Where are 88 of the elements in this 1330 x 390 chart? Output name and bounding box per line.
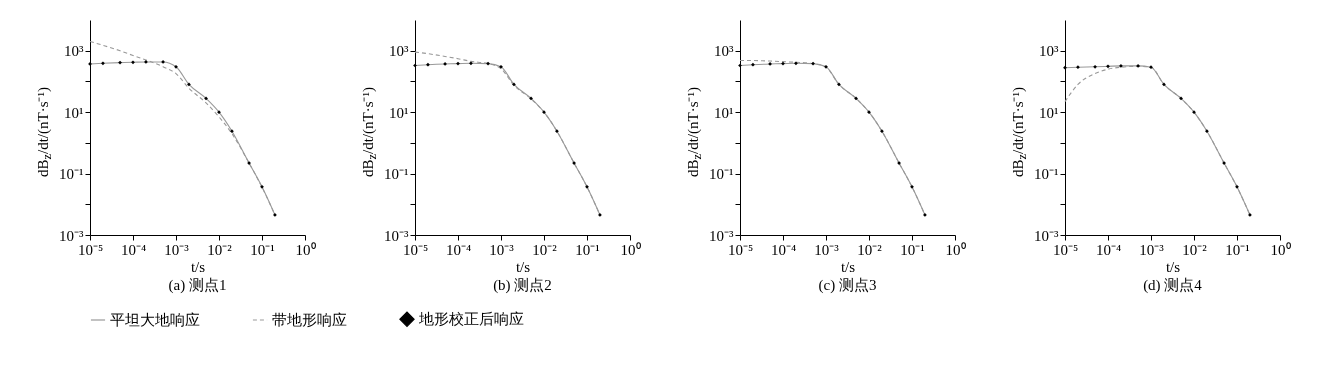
- point: [738, 63, 742, 68]
- x-tick-label: 10⁻²: [857, 241, 883, 258]
- y-tick-label: 10¹: [714, 104, 734, 121]
- point: [854, 96, 858, 101]
- legend-label: 平坦大地响应: [110, 312, 200, 328]
- x-tick-label: 10⁻²: [1182, 241, 1208, 258]
- x-tick-label: 10⁻¹: [250, 241, 275, 258]
- legend-label: 地形校正后响应: [418, 311, 524, 328]
- x-tick-label: 10⁻⁴: [120, 241, 147, 258]
- y-tick-label: 10³: [1039, 43, 1059, 60]
- point: [794, 61, 798, 66]
- x-tick-label: 10⁻⁴: [770, 241, 797, 258]
- y-tick-label: 10⁻¹: [384, 166, 409, 183]
- point: [101, 61, 105, 66]
- point: [824, 64, 828, 69]
- point: [867, 110, 871, 115]
- x-tick-label: 10⁻²: [207, 241, 233, 258]
- point: [426, 62, 430, 67]
- point: [1076, 65, 1080, 70]
- point: [529, 96, 533, 101]
- y-tick-label: 10⁻³: [1034, 227, 1059, 244]
- x-tick-label: 10⁰: [945, 241, 966, 258]
- x-tick-label: 10⁻⁴: [445, 241, 472, 258]
- point: [1093, 64, 1097, 69]
- point: [1179, 96, 1183, 101]
- y-tick-label: 10⁻¹: [59, 166, 84, 183]
- point: [1192, 110, 1196, 115]
- x-tick-label: 10⁻⁵: [402, 241, 429, 258]
- point: [1235, 184, 1239, 189]
- text: (b) 测点2: [493, 277, 552, 294]
- y-tick-label: 10³: [64, 43, 84, 60]
- x-tick-label: 10⁻³: [489, 241, 515, 258]
- x-tick-label: 10⁻⁵: [727, 241, 754, 258]
- point: [486, 61, 490, 66]
- y-tick-label: 10¹: [389, 104, 409, 121]
- y-tick-label: 10³: [714, 43, 734, 60]
- point: [204, 96, 208, 101]
- x-tick-label: 10⁻¹: [900, 241, 925, 258]
- x-tick-label: 10⁻³: [814, 241, 840, 258]
- y-tick-label: 10¹: [64, 104, 84, 121]
- text: (d) 测点4: [1143, 277, 1203, 294]
- x-tick-label: 10⁻³: [1139, 241, 1165, 258]
- point: [512, 82, 516, 87]
- x-tick-label: 10⁻⁵: [77, 241, 104, 258]
- point: [1162, 82, 1166, 87]
- y-tick-label: 10⁻¹: [709, 166, 734, 183]
- x-tick-label: 10⁻⁵: [1052, 241, 1079, 258]
- point: [1149, 65, 1153, 70]
- point: [811, 61, 815, 66]
- point: [413, 63, 417, 68]
- point: [174, 64, 178, 69]
- x-tick-label: 10⁰: [295, 241, 316, 258]
- point: [217, 110, 221, 115]
- x-axis-title: t/s: [840, 258, 856, 275]
- point: [260, 184, 264, 189]
- x-axis-title: t/s: [190, 258, 206, 275]
- y-tick-label: 10⁻³: [384, 227, 409, 244]
- point: [585, 184, 589, 189]
- legend-label: 带地形响应: [272, 312, 347, 328]
- x-tick-label: 10⁰: [1270, 241, 1291, 258]
- y-tick-label: 10³: [389, 43, 409, 60]
- x-axis-title: t/s: [1165, 258, 1181, 275]
- point: [469, 61, 473, 66]
- x-tick-label: 10⁻⁴: [1095, 241, 1122, 258]
- point: [542, 110, 546, 115]
- point: [187, 82, 191, 87]
- point: [1063, 65, 1067, 70]
- point: [131, 60, 135, 65]
- point: [1106, 64, 1110, 69]
- point: [910, 184, 914, 189]
- point: [499, 64, 503, 69]
- point: [837, 82, 841, 87]
- x-tick-label: 10⁻²: [532, 241, 558, 258]
- text: (c) 测点3: [818, 277, 877, 294]
- y-tick-label: 10⁻³: [709, 227, 734, 244]
- y-tick-label: 10¹: [1039, 104, 1059, 121]
- x-tick-label: 10⁰: [620, 241, 641, 258]
- x-tick-label: 10⁻¹: [1225, 241, 1250, 258]
- y-tick-label: 10⁻³: [59, 227, 84, 244]
- x-axis-title: t/s: [515, 258, 531, 275]
- text: (a) 测点1: [168, 277, 227, 294]
- point: [751, 62, 755, 67]
- point: [781, 61, 785, 66]
- point: [456, 61, 460, 66]
- x-tick-label: 10⁻³: [164, 241, 190, 258]
- x-tick-label: 10⁻¹: [575, 241, 600, 258]
- y-tick-label: 10⁻¹: [1034, 166, 1059, 183]
- point: [118, 60, 122, 65]
